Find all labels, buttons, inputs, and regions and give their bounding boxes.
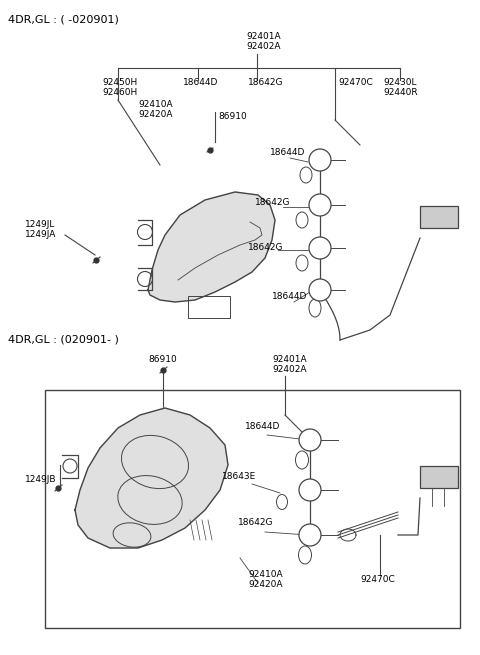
Bar <box>420 206 458 228</box>
Circle shape <box>299 479 321 501</box>
Circle shape <box>309 149 331 171</box>
Text: 18643E: 18643E <box>222 472 256 481</box>
Text: 18644D: 18644D <box>272 292 307 301</box>
Bar <box>420 466 458 488</box>
Text: 18642G: 18642G <box>238 518 274 527</box>
Text: 86910: 86910 <box>148 355 177 364</box>
Polygon shape <box>148 192 275 302</box>
Ellipse shape <box>296 451 309 469</box>
Ellipse shape <box>299 546 312 564</box>
Polygon shape <box>75 408 228 548</box>
Text: 92410A
92420A: 92410A 92420A <box>248 570 283 590</box>
Text: 4DR,GL : (020901- ): 4DR,GL : (020901- ) <box>8 335 119 345</box>
Ellipse shape <box>309 299 321 317</box>
Text: 86910: 86910 <box>218 112 247 121</box>
Text: 92430L
92440R: 92430L 92440R <box>383 78 418 98</box>
Text: 18644D: 18644D <box>245 422 280 431</box>
Ellipse shape <box>296 255 308 271</box>
Text: 18644D: 18644D <box>270 148 305 157</box>
Ellipse shape <box>300 167 312 183</box>
Text: 18642G: 18642G <box>248 78 284 87</box>
Text: 92450H
92460H: 92450H 92460H <box>102 78 137 98</box>
Circle shape <box>309 279 331 301</box>
Text: 18642G: 18642G <box>255 198 290 207</box>
Text: 92470C: 92470C <box>360 575 395 584</box>
Text: 92401A
92402A: 92401A 92402A <box>272 355 307 375</box>
Bar <box>45 390 460 628</box>
Ellipse shape <box>296 212 308 228</box>
Text: 18642G: 18642G <box>248 243 284 252</box>
Text: 4DR,GL : ( -020901): 4DR,GL : ( -020901) <box>8 14 119 24</box>
Text: 1249JB: 1249JB <box>25 475 57 484</box>
Text: 92401A
92402A: 92401A 92402A <box>246 32 281 51</box>
Text: 1249JL
1249JA: 1249JL 1249JA <box>25 220 56 239</box>
Text: 92470C: 92470C <box>338 78 373 87</box>
Text: 18644D: 18644D <box>183 78 218 87</box>
Ellipse shape <box>276 495 288 510</box>
Circle shape <box>299 429 321 451</box>
Circle shape <box>299 524 321 546</box>
Circle shape <box>309 194 331 216</box>
Text: 92410A
92420A: 92410A 92420A <box>138 100 173 119</box>
Circle shape <box>309 237 331 259</box>
Bar <box>188 296 230 318</box>
